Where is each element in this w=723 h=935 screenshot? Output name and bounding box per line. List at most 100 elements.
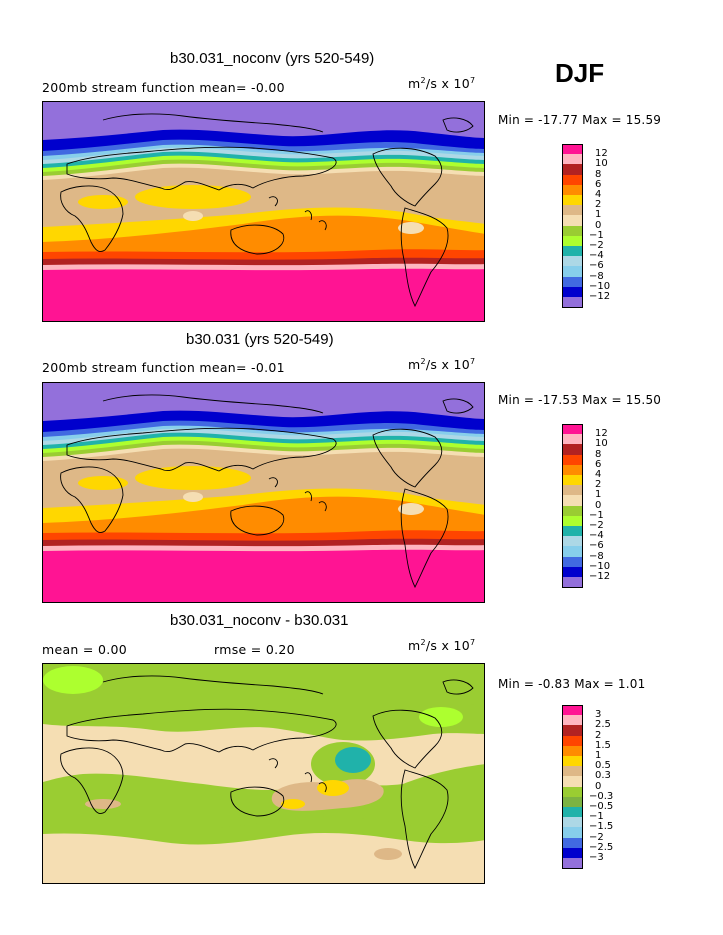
- colorbar-label: 8: [595, 168, 602, 180]
- colorbar-label: 3: [595, 709, 602, 721]
- panel3-title: b30.031_noconv - b30.031: [170, 612, 349, 629]
- colorbar-label: 6: [595, 458, 602, 470]
- colorbar-swatch: [562, 546, 583, 558]
- colorbar-swatch: [562, 164, 583, 176]
- colorbar-swatch: [562, 827, 583, 839]
- colorbar-swatch: [562, 837, 583, 849]
- colorbar-label: −1: [589, 229, 604, 241]
- colorbar-swatch: [562, 858, 583, 869]
- colorbar-label: −8: [589, 270, 604, 282]
- colorbar-swatch: [562, 154, 583, 165]
- colorbar-label: −2: [589, 240, 604, 251]
- colorbar-swatch: [562, 444, 583, 456]
- colorbar-swatch: [562, 424, 583, 435]
- colorbar-swatch: [562, 276, 583, 288]
- panel2-minmax: Min = -17.53 Max = 15.50: [498, 393, 662, 407]
- season-label: DJF: [555, 58, 605, 88]
- colorbar-label: 1: [595, 750, 602, 761]
- colorbar-swatch: [562, 235, 583, 247]
- colorbar-swatch: [562, 246, 583, 257]
- colorbar-swatch: [562, 577, 583, 588]
- colorbar-label: 4: [595, 189, 602, 200]
- colorbar-swatch: [562, 847, 583, 859]
- colorbar-label: 1: [595, 489, 602, 501]
- colorbar-swatch: [562, 495, 583, 507]
- colorbar-swatch: [562, 215, 583, 227]
- colorbar-swatch: [562, 505, 583, 517]
- panel3-rmse-label: rmse = 0.20: [214, 642, 295, 657]
- colorbar-label: 1: [595, 209, 602, 221]
- colorbar-label: 10: [595, 438, 608, 450]
- colorbar-label: −6: [589, 260, 604, 272]
- colorbar-swatch: [562, 174, 583, 186]
- colorbar-swatch: [562, 286, 583, 298]
- colorbar-label: −1: [589, 509, 604, 521]
- colorbar-label: 0.5: [595, 760, 611, 772]
- colorbar-swatch: [562, 566, 583, 578]
- panel2-map: [42, 382, 485, 603]
- colorbar-label: 0: [595, 219, 602, 231]
- colorbar-label: 0: [595, 780, 602, 792]
- panel3-minmax: Min = -0.83 Max = 1.01: [498, 677, 646, 691]
- colorbar-label: −4: [589, 530, 604, 542]
- colorbar-swatch: [562, 225, 583, 237]
- colorbar-label: 0.3: [595, 770, 611, 782]
- colorbar-swatch: [562, 705, 583, 716]
- colorbar-label: −1.5: [589, 821, 614, 833]
- colorbar-label: −10: [589, 280, 611, 292]
- colorbar-label: −8: [589, 550, 604, 562]
- colorbar-label: −2: [589, 831, 604, 843]
- colorbar-swatch: [562, 266, 583, 278]
- panel1-map: [42, 101, 485, 322]
- colorbar-label: −0.3: [589, 790, 614, 802]
- colorbar-swatch: [562, 464, 583, 476]
- panel2-units: m2/s x 107: [408, 357, 476, 373]
- colorbar-swatch: [562, 817, 583, 828]
- colorbar-swatch: [562, 434, 583, 445]
- panel3-units: m2/s x 107: [408, 638, 476, 654]
- colorbar-label: 2: [595, 479, 602, 491]
- colorbar-label: −2: [589, 520, 604, 531]
- colorbar-label: −12: [589, 291, 611, 302]
- colorbar-swatch: [562, 756, 583, 767]
- colorbar-label: 12: [595, 148, 608, 160]
- colorbar-swatch: [562, 144, 583, 155]
- colorbar-swatch: [562, 184, 583, 196]
- colorbar-label: 2: [595, 199, 602, 211]
- colorbar-swatch: [562, 776, 583, 788]
- colorbar-label: 1.5: [595, 739, 611, 751]
- colorbar-label: −0.5: [589, 801, 614, 812]
- colorbar-swatch: [562, 256, 583, 267]
- colorbar-swatch: [562, 205, 583, 216]
- colorbar-label: −1: [589, 811, 604, 823]
- panel2-title: b30.031 (yrs 520-549): [186, 331, 334, 348]
- colorbar-swatch: [562, 297, 583, 308]
- colorbar-label: 0: [595, 499, 602, 511]
- colorbar-label: 2.5: [595, 719, 611, 731]
- colorbar-swatch: [562, 735, 583, 747]
- colorbar-label: −3: [589, 852, 604, 863]
- panel3-mean-label: mean = 0.00: [42, 642, 128, 657]
- colorbar-swatch: [562, 526, 583, 537]
- panel3-map: [42, 663, 485, 884]
- colorbar-label: 10: [595, 158, 608, 170]
- colorbar-label: 12: [595, 428, 608, 440]
- colorbar-label: −10: [589, 560, 611, 572]
- colorbar-label: −6: [589, 540, 604, 552]
- colorbar-swatch: [562, 556, 583, 568]
- colorbar-label: 8: [595, 448, 602, 460]
- colorbar-swatch: [562, 195, 583, 206]
- colorbar-label: −12: [589, 571, 611, 582]
- colorbar-swatch: [562, 454, 583, 466]
- colorbar-label: −4: [589, 250, 604, 262]
- colorbar-label: 2: [595, 729, 602, 741]
- panel1-minmax: Min = -17.77 Max = 15.59: [498, 113, 662, 127]
- colorbar-swatch: [562, 715, 583, 726]
- panel2-field-label: 200mb stream function mean= -0.01: [42, 360, 285, 375]
- panel1-title: b30.031_noconv (yrs 520-549): [170, 50, 375, 67]
- colorbar-swatch: [562, 786, 583, 798]
- colorbar-swatch: [562, 475, 583, 486]
- colorbar-label: 4: [595, 469, 602, 480]
- colorbar-swatch: [562, 515, 583, 527]
- colorbar-swatch: [562, 485, 583, 496]
